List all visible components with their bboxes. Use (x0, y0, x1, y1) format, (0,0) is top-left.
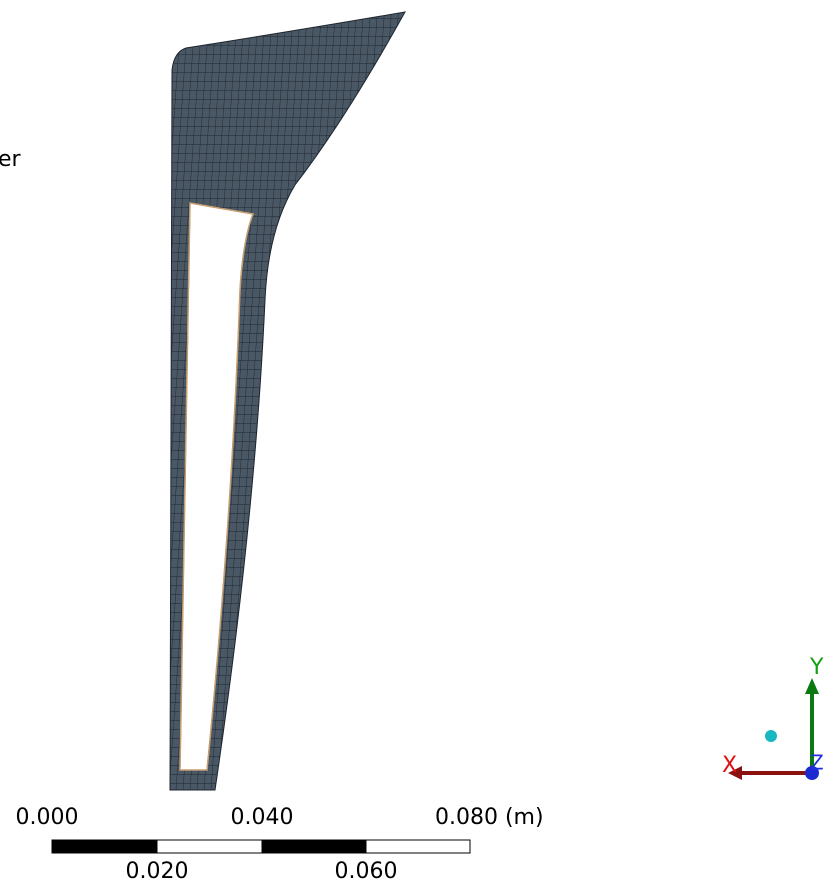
z-label: Z (810, 751, 824, 775)
y-label: Y (809, 655, 824, 680)
z-axis-dot (805, 766, 819, 780)
scale-label: 0.060 (335, 859, 398, 884)
scale-segment (261, 839, 367, 854)
scale-label: 0.000 (16, 805, 79, 830)
triad-sphere (765, 730, 777, 742)
scale-segment (156, 839, 263, 854)
partial-label: er (0, 147, 22, 172)
scale-label: 0.080 (m) (435, 805, 544, 830)
scale-bar: 0.000 0.040 0.080 (m) 0.020 0.060 (16, 805, 544, 884)
y-arrow-head (805, 678, 819, 694)
scale-segment (365, 839, 471, 854)
x-arrow-head (728, 766, 742, 780)
scale-label: 0.040 (231, 805, 294, 830)
scale-label: 0.020 (126, 859, 189, 884)
mesh-body (169, 11, 406, 791)
axis-triad: X Y Z (722, 655, 824, 780)
scale-segment (51, 839, 158, 854)
x-label: X (722, 753, 737, 778)
